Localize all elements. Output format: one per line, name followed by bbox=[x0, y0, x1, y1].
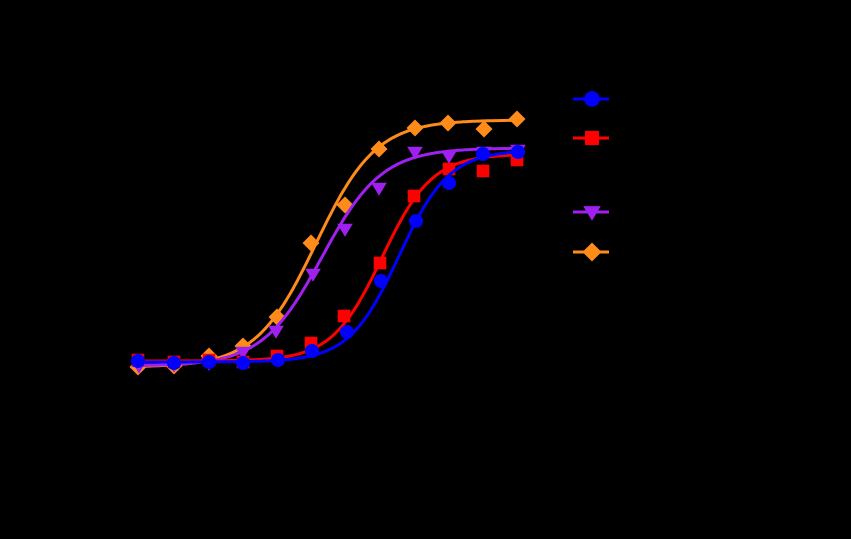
data-point-marker-square bbox=[407, 189, 421, 203]
data-point-marker-circle bbox=[584, 91, 600, 107]
data-point-marker-square bbox=[373, 256, 387, 270]
data-point-marker-square bbox=[584, 130, 600, 146]
data-point-marker-diamond bbox=[370, 140, 388, 158]
data-point-marker-circle bbox=[131, 354, 145, 368]
data-point-marker-triangle-down bbox=[235, 346, 251, 360]
data-point-marker-diamond bbox=[302, 234, 320, 252]
data-point-marker-square bbox=[337, 309, 351, 323]
data-point-marker-circle bbox=[374, 274, 388, 288]
data-point-marker-circle bbox=[442, 176, 456, 190]
legend-entry-orange-diamond bbox=[573, 242, 609, 262]
series-1-blue-circle bbox=[131, 145, 525, 370]
data-point-marker-diamond bbox=[475, 120, 493, 138]
data-point-marker-circle bbox=[305, 344, 319, 358]
fit-curve-blue-circle bbox=[131, 150, 523, 364]
data-point-marker-circle bbox=[511, 145, 525, 159]
data-point-marker-triangle-down bbox=[407, 146, 423, 160]
data-point-marker-triangle-down bbox=[371, 182, 387, 196]
data-point-marker-triangle-down bbox=[337, 223, 353, 237]
legend-entry-purple-triangle bbox=[573, 206, 609, 221]
legend-entry-blue-circle bbox=[573, 91, 609, 107]
data-point-marker-triangle-down bbox=[305, 268, 321, 282]
legend-entry-red-square bbox=[573, 130, 609, 146]
data-point-marker-diamond bbox=[582, 242, 602, 262]
data-point-marker-triangle-down bbox=[583, 206, 601, 221]
data-point-marker-circle bbox=[236, 356, 250, 370]
data-point-marker-diamond bbox=[508, 110, 526, 128]
data-point-marker-square bbox=[476, 164, 490, 178]
data-point-marker-circle bbox=[476, 147, 490, 161]
data-point-marker-circle bbox=[409, 214, 423, 228]
data-point-marker-triangle-down bbox=[268, 325, 284, 339]
legend bbox=[573, 91, 609, 262]
data-point-marker-circle bbox=[340, 325, 354, 339]
data-point-marker-circle bbox=[167, 356, 181, 370]
plot-series-layer bbox=[129, 110, 526, 376]
data-point-marker-diamond bbox=[439, 114, 457, 132]
data-point-marker-circle bbox=[271, 353, 285, 367]
data-point-marker-triangle-down bbox=[441, 150, 457, 164]
data-point-marker-circle bbox=[202, 355, 216, 369]
data-point-marker-diamond bbox=[406, 119, 424, 137]
